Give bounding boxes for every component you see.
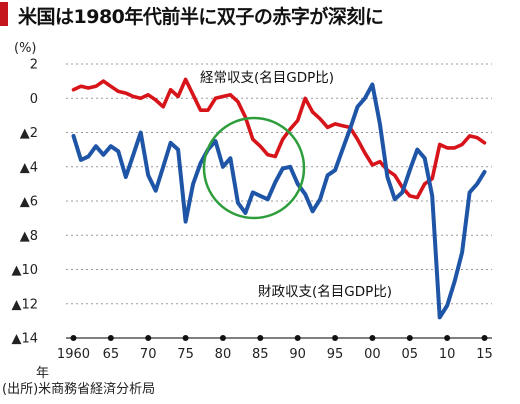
series-layer bbox=[71, 77, 487, 320]
source-note: (出所)米商務省経済分析局 bbox=[2, 382, 156, 397]
x-axis-unit: 年 bbox=[36, 366, 49, 381]
y-tick-label: ▲2 bbox=[20, 126, 38, 141]
x-tick-label: 80 bbox=[215, 347, 232, 362]
x-tick-label: 95 bbox=[327, 347, 344, 362]
y-tick-label: ▲6 bbox=[20, 195, 38, 210]
x-tick-marker bbox=[332, 335, 339, 341]
x-tick-marker bbox=[481, 335, 488, 341]
x-tick-marker bbox=[257, 335, 264, 341]
x-tick-marker bbox=[70, 335, 77, 341]
x-tick-marker bbox=[406, 335, 413, 341]
y-axis-unit: (%) bbox=[14, 41, 37, 56]
x-tick-marker bbox=[294, 335, 301, 341]
x-tick-marker bbox=[107, 335, 114, 341]
x-tick-marker bbox=[145, 335, 152, 341]
highlight-circle bbox=[202, 116, 306, 220]
x-tick-label: 15 bbox=[476, 347, 493, 362]
x-axis-ticks: 1960 65 70 75 80 85 90 95 00 05 10 15 bbox=[57, 335, 493, 362]
x-tick-label: 00 bbox=[364, 347, 381, 362]
title-accent-bar bbox=[0, 2, 8, 26]
series-current-account-line bbox=[71, 77, 487, 200]
chart-title: 米国は1980年代前半に双子の赤字が深刻に bbox=[18, 6, 384, 28]
y-tick-label: ▲10 bbox=[11, 263, 38, 278]
x-tick-label: 75 bbox=[177, 347, 194, 362]
series-label-current-account: 経常収支(名目GDP比) bbox=[200, 70, 334, 86]
x-tick-marker bbox=[369, 335, 376, 341]
y-tick-label: ▲14 bbox=[11, 332, 38, 347]
y-tick-label: ▲4 bbox=[20, 160, 38, 175]
x-tick-label: 05 bbox=[402, 347, 419, 362]
x-tick-marker bbox=[444, 335, 451, 341]
y-axis-ticks: 2 0 ▲2 ▲4 ▲6 ▲8 ▲10 ▲12 ▲14 bbox=[11, 58, 38, 347]
x-tick-label: 1960 bbox=[57, 347, 90, 362]
x-tick-marker bbox=[182, 335, 189, 341]
series-fiscal-balance-line bbox=[71, 82, 487, 320]
series-label-fiscal-balance: 財政収支(名目GDP比) bbox=[258, 284, 392, 300]
grid-lines bbox=[66, 63, 492, 339]
y-tick-label: ▲8 bbox=[20, 229, 38, 244]
x-tick-label: 90 bbox=[289, 347, 306, 362]
y-tick-label: ▲12 bbox=[11, 297, 38, 312]
x-tick-marker bbox=[219, 335, 226, 341]
y-tick-label: 0 bbox=[30, 92, 38, 107]
x-tick-label: 10 bbox=[439, 347, 456, 362]
x-tick-label: 65 bbox=[103, 347, 120, 362]
x-tick-label: 85 bbox=[252, 347, 269, 362]
x-tick-label: 70 bbox=[140, 347, 157, 362]
y-tick-label: 2 bbox=[30, 58, 38, 73]
